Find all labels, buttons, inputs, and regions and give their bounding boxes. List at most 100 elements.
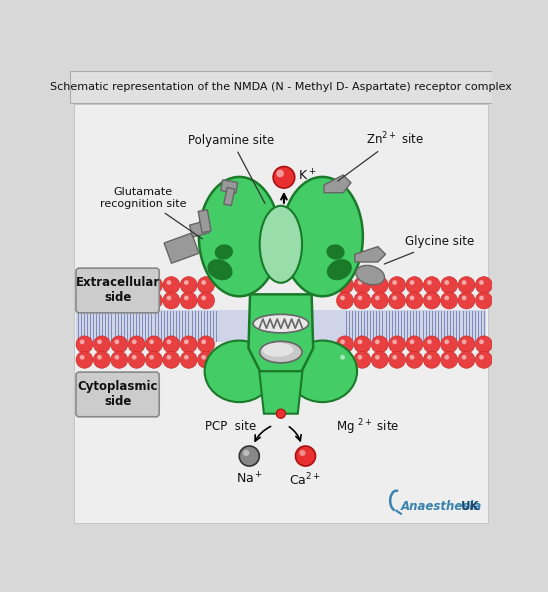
Circle shape (458, 276, 475, 294)
Circle shape (392, 280, 397, 285)
Circle shape (462, 295, 466, 300)
Circle shape (441, 351, 458, 368)
Text: Anaesthesia: Anaesthesia (401, 500, 482, 513)
Circle shape (184, 280, 189, 285)
Text: Zn$^{2+}$ site: Zn$^{2+}$ site (338, 130, 424, 181)
Circle shape (93, 336, 110, 353)
Circle shape (423, 351, 440, 368)
Circle shape (273, 166, 295, 188)
Circle shape (392, 355, 397, 359)
Circle shape (441, 276, 458, 294)
Circle shape (198, 292, 214, 309)
Polygon shape (224, 188, 235, 205)
Text: Na$^+$: Na$^+$ (236, 471, 263, 487)
Ellipse shape (262, 343, 293, 357)
Circle shape (76, 351, 93, 368)
Text: Glutamate
recognition site: Glutamate recognition site (100, 187, 202, 239)
Circle shape (201, 355, 206, 359)
Circle shape (239, 446, 259, 466)
Polygon shape (190, 221, 209, 237)
Circle shape (375, 339, 380, 344)
Circle shape (132, 339, 136, 344)
Circle shape (371, 336, 388, 353)
Ellipse shape (199, 177, 279, 296)
Circle shape (180, 336, 197, 353)
Circle shape (111, 276, 128, 294)
Circle shape (295, 446, 316, 466)
Circle shape (149, 355, 154, 359)
Ellipse shape (356, 265, 385, 285)
Circle shape (423, 292, 440, 309)
Circle shape (458, 292, 475, 309)
Text: Mg $^{2+}$ site: Mg $^{2+}$ site (335, 417, 399, 436)
Circle shape (180, 351, 197, 368)
Circle shape (132, 280, 136, 285)
Circle shape (80, 355, 84, 359)
Circle shape (358, 355, 362, 359)
Circle shape (299, 450, 305, 456)
Circle shape (145, 276, 162, 294)
Circle shape (132, 355, 136, 359)
Polygon shape (221, 180, 238, 193)
Circle shape (97, 339, 102, 344)
Circle shape (145, 292, 162, 309)
Circle shape (371, 276, 388, 294)
Circle shape (406, 276, 423, 294)
Circle shape (444, 339, 449, 344)
Circle shape (201, 280, 206, 285)
Circle shape (167, 355, 172, 359)
Circle shape (479, 295, 484, 300)
Circle shape (375, 355, 380, 359)
Circle shape (476, 351, 492, 368)
Circle shape (198, 336, 214, 353)
Circle shape (163, 351, 180, 368)
Circle shape (97, 280, 102, 285)
Circle shape (184, 295, 189, 300)
Circle shape (476, 292, 492, 309)
Circle shape (115, 355, 119, 359)
Ellipse shape (253, 314, 309, 333)
Circle shape (354, 276, 371, 294)
Ellipse shape (282, 177, 363, 296)
Polygon shape (164, 233, 199, 263)
FancyBboxPatch shape (76, 310, 486, 342)
Text: PCP  site: PCP site (204, 420, 256, 433)
Ellipse shape (260, 342, 302, 363)
Circle shape (167, 295, 172, 300)
Circle shape (462, 339, 466, 344)
Circle shape (354, 292, 371, 309)
Circle shape (427, 295, 432, 300)
Circle shape (80, 339, 84, 344)
Circle shape (458, 351, 475, 368)
Circle shape (97, 355, 102, 359)
Circle shape (410, 339, 414, 344)
Circle shape (392, 339, 397, 344)
Circle shape (128, 336, 145, 353)
Circle shape (128, 292, 145, 309)
Circle shape (163, 292, 180, 309)
Circle shape (389, 336, 406, 353)
Circle shape (111, 336, 128, 353)
Circle shape (406, 292, 423, 309)
Circle shape (128, 276, 145, 294)
Circle shape (479, 339, 484, 344)
Ellipse shape (204, 340, 274, 402)
Circle shape (336, 276, 353, 294)
Circle shape (243, 450, 249, 456)
Ellipse shape (328, 260, 351, 279)
Circle shape (145, 336, 162, 353)
Circle shape (375, 280, 380, 285)
Circle shape (410, 295, 414, 300)
Circle shape (80, 295, 84, 300)
Circle shape (410, 355, 414, 359)
Polygon shape (324, 175, 351, 193)
Circle shape (358, 339, 362, 344)
Circle shape (406, 336, 423, 353)
Circle shape (458, 336, 475, 353)
Circle shape (198, 276, 214, 294)
Circle shape (358, 295, 362, 300)
Circle shape (184, 355, 189, 359)
Circle shape (180, 276, 197, 294)
Circle shape (476, 336, 492, 353)
Circle shape (441, 336, 458, 353)
